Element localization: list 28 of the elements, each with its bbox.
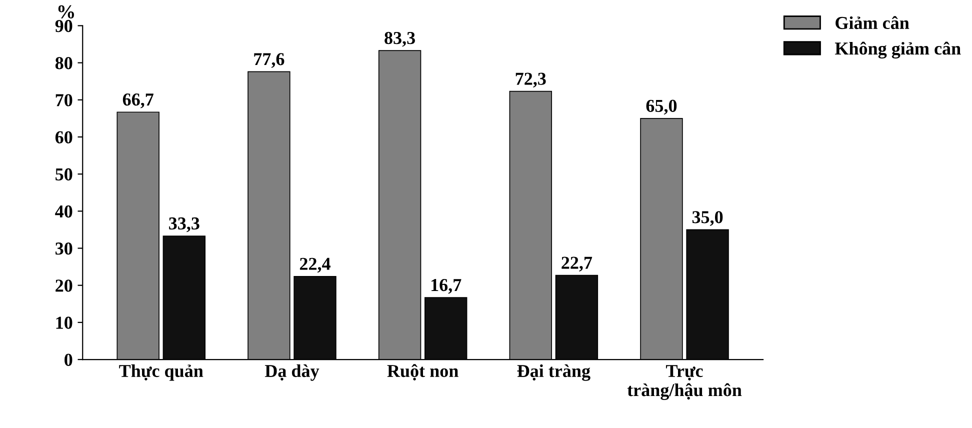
- data-label: 65,0: [646, 100, 677, 115]
- x-tick-label: Thực quản: [119, 364, 204, 381]
- y-tick-label: 30: [56, 242, 72, 255]
- y-tick-label: 50: [56, 168, 72, 180]
- x-tick-label: Trực tràng/hậu môn: [627, 365, 742, 400]
- y-tick-label: 40: [55, 205, 72, 218]
- data-label: 77,6: [254, 53, 284, 68]
- x-tick-label: Dạ dày: [264, 364, 320, 381]
- data-label: 22,4: [300, 258, 330, 273]
- y-tick-label: 20: [56, 280, 72, 292]
- y-tick-label: 70: [56, 94, 72, 106]
- y-axis-title: %: [58, 5, 74, 18]
- data-label: 35,0: [692, 211, 723, 226]
- y-tick-label: 10: [56, 316, 72, 329]
- y-tick-label: 60: [55, 131, 72, 144]
- data-label: 72,3: [516, 72, 546, 88]
- x-tick-label: Đại tràng: [517, 364, 590, 381]
- legend-label: Giảm cân: [836, 16, 910, 30]
- data-label: 66,7: [122, 94, 154, 108]
- legend-label: Không giảm cân: [834, 42, 961, 58]
- data-label: 22,7: [562, 256, 592, 272]
- data-label: 83,3: [384, 32, 415, 47]
- x-tick-label: Ruột non: [387, 364, 458, 380]
- y-tick-label: 90: [55, 20, 72, 32]
- data-label: 16,7: [432, 278, 462, 294]
- data-label: 33,3: [169, 217, 200, 232]
- y-tick-label: 80: [55, 57, 72, 70]
- y-tick-label: 0: [64, 354, 72, 366]
